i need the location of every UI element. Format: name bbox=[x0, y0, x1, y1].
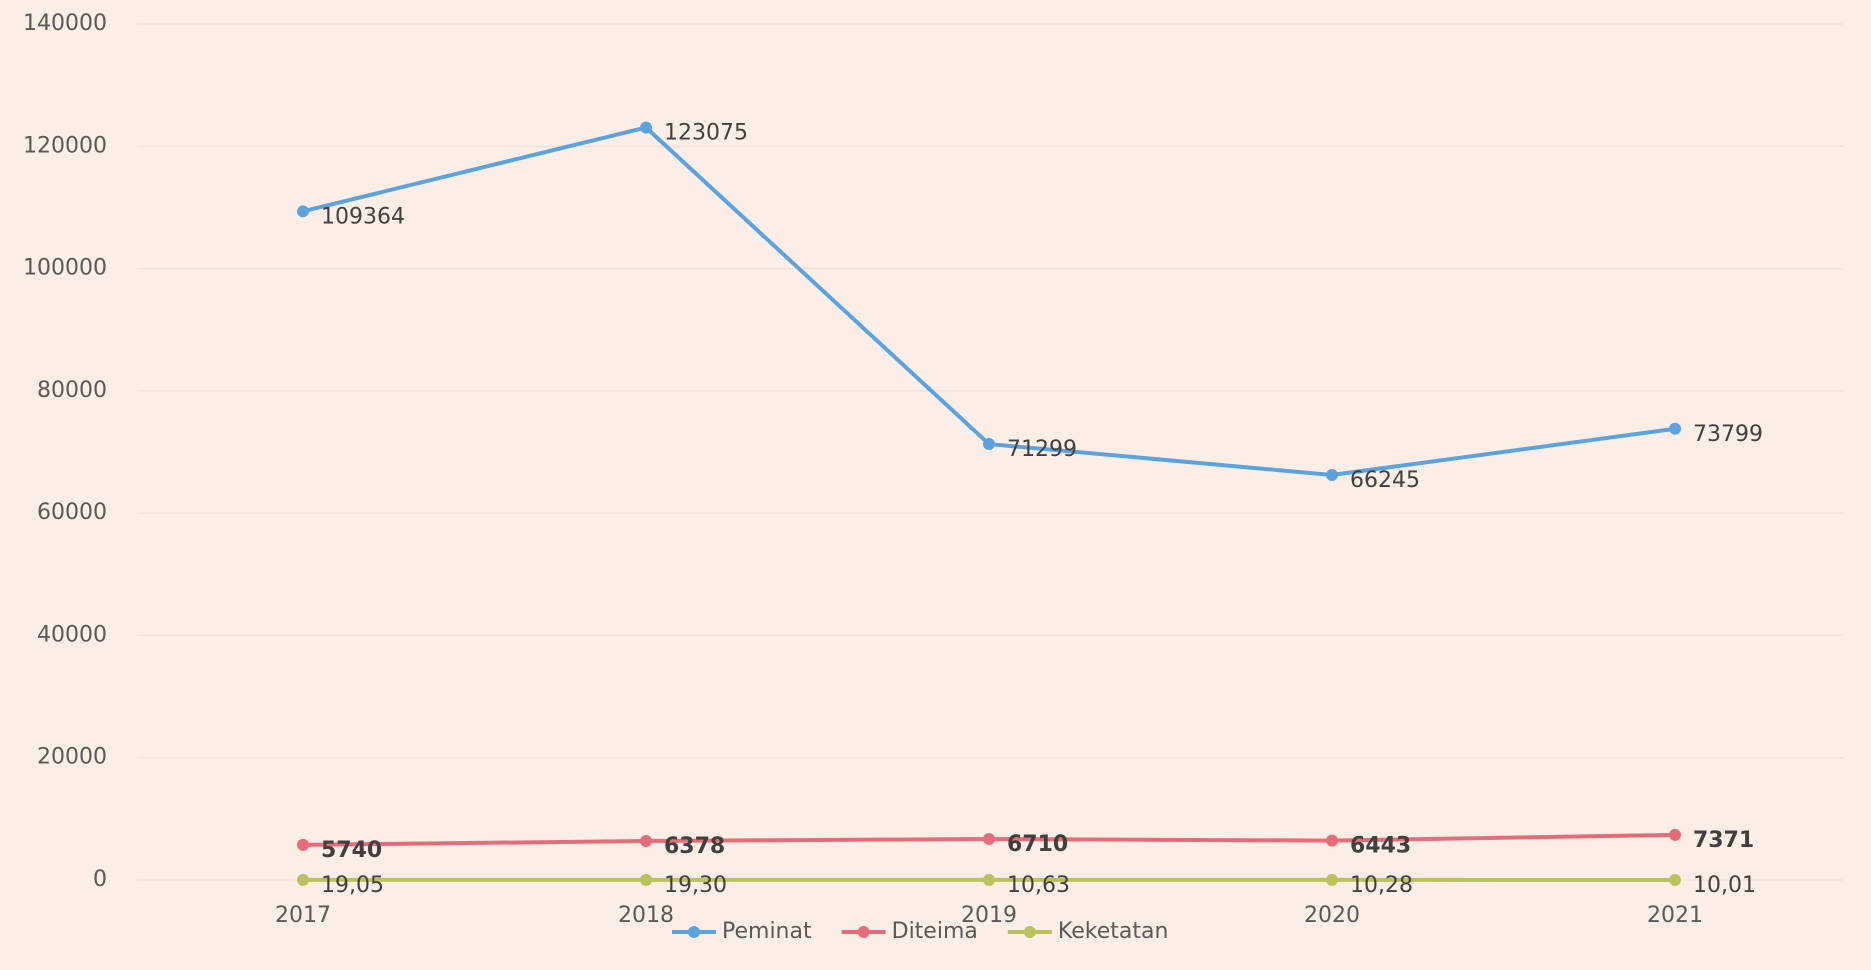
legend-label: Peminat bbox=[722, 919, 812, 944]
point bbox=[1669, 422, 1681, 435]
point bbox=[297, 838, 309, 851]
x-tick-label: 2021 bbox=[1647, 903, 1703, 928]
y-tick-label: 60000 bbox=[37, 500, 107, 525]
point bbox=[983, 832, 995, 845]
legend-marker bbox=[857, 926, 870, 938]
y-tick-label: 100000 bbox=[23, 256, 107, 281]
legend-marker bbox=[1023, 926, 1036, 938]
point bbox=[1326, 873, 1338, 886]
point bbox=[1326, 834, 1338, 847]
data-label: 19,05 bbox=[321, 873, 384, 898]
data-label: 66245 bbox=[1350, 468, 1420, 493]
y-tick-label: 140000 bbox=[23, 11, 107, 36]
point bbox=[983, 438, 995, 451]
legend-marker bbox=[688, 926, 700, 938]
y-tick-label: 20000 bbox=[37, 745, 107, 770]
data-label: 19,30 bbox=[664, 873, 727, 898]
x-tick-label: 2020 bbox=[1304, 903, 1360, 928]
data-label: 10,01 bbox=[1693, 873, 1756, 898]
y-tick-label: 80000 bbox=[37, 378, 107, 403]
point bbox=[297, 205, 309, 218]
data-label: 10,28 bbox=[1350, 873, 1413, 898]
x-tick-label: 2017 bbox=[275, 903, 331, 928]
point bbox=[1326, 468, 1338, 481]
point bbox=[640, 121, 652, 134]
data-label: 71299 bbox=[1007, 437, 1077, 462]
point bbox=[640, 835, 652, 848]
data-label: 73799 bbox=[1693, 422, 1763, 447]
data-label: 6378 bbox=[664, 834, 725, 859]
point bbox=[1669, 828, 1681, 841]
legend-label: Diteima bbox=[892, 919, 978, 944]
point bbox=[640, 873, 652, 886]
legend-label: Keketatan bbox=[1058, 919, 1169, 944]
data-label: 5740 bbox=[321, 838, 382, 863]
y-tick-label: 40000 bbox=[37, 622, 107, 647]
y-tick-label: 120000 bbox=[23, 133, 107, 158]
data-label: 6443 bbox=[1350, 834, 1411, 859]
x-tick-label: 2018 bbox=[618, 903, 674, 928]
x-tick-label: 2019 bbox=[961, 903, 1017, 928]
data-label: 109364 bbox=[321, 204, 405, 229]
point bbox=[983, 873, 995, 886]
point bbox=[1669, 873, 1681, 886]
data-label: 7371 bbox=[1693, 828, 1754, 853]
data-label: 123075 bbox=[664, 120, 748, 145]
point bbox=[297, 873, 309, 886]
data-label: 6710 bbox=[1007, 832, 1068, 857]
data-label: 10,63 bbox=[1007, 873, 1070, 898]
y-tick-label: 0 bbox=[93, 867, 107, 892]
